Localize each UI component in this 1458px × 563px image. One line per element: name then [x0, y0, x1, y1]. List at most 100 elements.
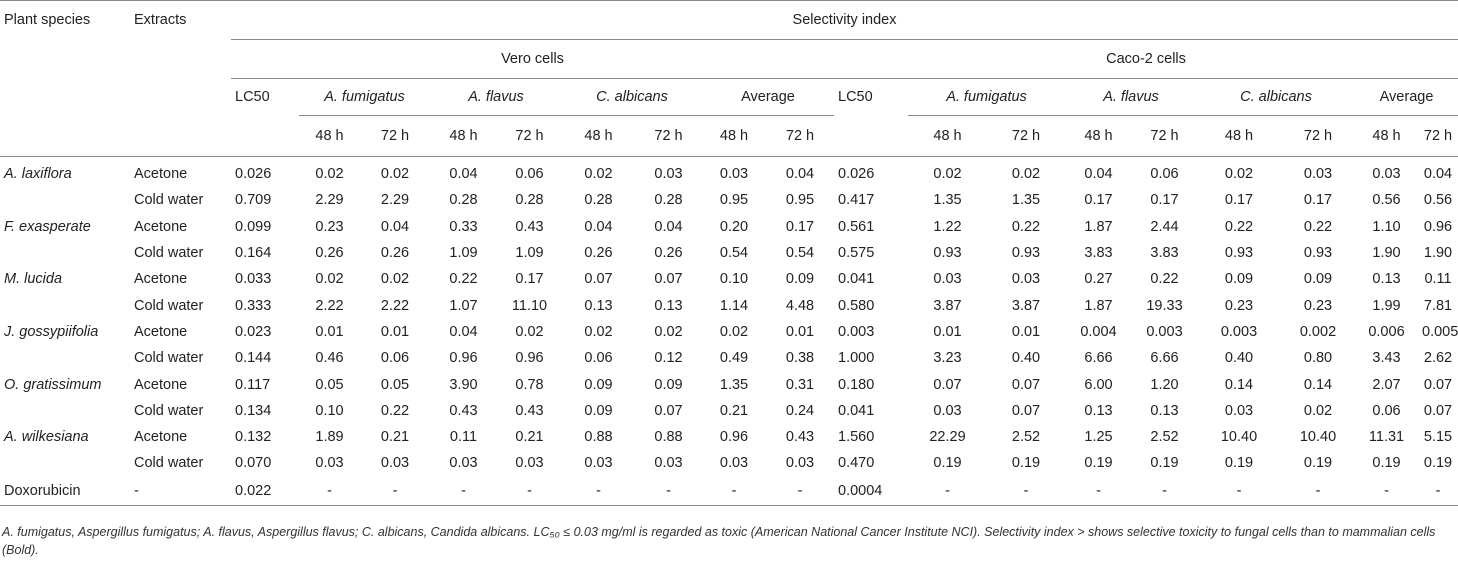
- value-cell: -: [1132, 476, 1197, 506]
- value-cell: 0.09: [584, 376, 613, 393]
- value-cell: 0.78: [515, 376, 544, 393]
- value-cell: 0.07: [654, 402, 683, 419]
- value-cell: 22.29: [929, 429, 966, 446]
- value-cell: 0.06: [584, 350, 613, 367]
- value-cell: 0.13: [1372, 271, 1401, 288]
- value-cell: 0.21: [719, 402, 749, 419]
- value-cell: 0.003: [1220, 323, 1258, 340]
- value-cell: 0.19: [1011, 455, 1041, 472]
- value-cell: 0.02: [584, 166, 613, 183]
- value-cell: 0.01: [785, 323, 815, 340]
- value-cell: 0.26: [315, 245, 344, 262]
- value-cell: 0.04: [654, 218, 683, 235]
- value-cell: 0.03: [933, 271, 962, 288]
- value-cell: -: [497, 476, 562, 506]
- value-cell: 0.23: [1224, 297, 1254, 314]
- extract-cell: Cold water: [134, 455, 204, 472]
- header-72h: 72 h: [497, 115, 562, 157]
- value-cell: 2.52: [1011, 429, 1041, 446]
- value-cell: 0.09: [584, 402, 613, 419]
- value-cell: 0.04: [1423, 166, 1453, 183]
- value-cell: 0.02: [315, 166, 344, 183]
- table-row: A. laxiflora Acetone 0.026 0.02 0.02 0.04 0.06…: [0, 157, 1458, 188]
- value-cell: -: [766, 476, 834, 506]
- plant-species-cell: [0, 398, 130, 424]
- extract-cell: Cold water: [134, 297, 204, 314]
- value-cell: 3.90: [449, 376, 478, 393]
- value-cell: 0.14: [1303, 376, 1333, 393]
- plant-species-cell: J. gossypiifolia: [4, 323, 99, 340]
- header-flavus-caco: A. flavus: [1065, 78, 1197, 116]
- value-cell: 0.17: [1303, 192, 1333, 209]
- lc50-cell: 1.560: [838, 429, 875, 446]
- value-cell: 0.14: [1224, 376, 1254, 393]
- extract-cell: Acetone: [134, 429, 188, 446]
- value-cell: 1.87: [1084, 218, 1113, 235]
- header-flavus-vero: A. flavus: [430, 78, 562, 116]
- header-empty: [130, 115, 231, 157]
- value-cell: 3.87: [933, 297, 962, 314]
- value-cell: 1.89: [315, 429, 344, 446]
- value-cell: 0.26: [584, 245, 613, 262]
- value-cell: 0.22: [380, 402, 410, 419]
- header-48h: 48 h: [1355, 115, 1418, 157]
- value-cell: 0.88: [584, 429, 613, 446]
- lc50-cell: 0.470: [838, 455, 875, 472]
- plant-species-cell: M. lucida: [4, 271, 63, 288]
- value-cell: 0.04: [380, 218, 410, 235]
- value-cell: 0.01: [315, 323, 344, 340]
- value-cell: 0.17: [1084, 192, 1113, 209]
- value-cell: -: [1355, 476, 1418, 506]
- extract-cell: Acetone: [134, 166, 188, 183]
- value-cell: 0.17: [1150, 192, 1179, 209]
- value-cell: 2.52: [1150, 429, 1179, 446]
- value-cell: 1.90: [1423, 245, 1453, 262]
- value-cell: 1.09: [449, 245, 478, 262]
- value-cell: 0.40: [1011, 350, 1041, 367]
- value-cell: 0.28: [654, 192, 683, 209]
- header-albicans-vero: C. albicans: [562, 78, 702, 116]
- lc50-cell: 0.041: [838, 271, 875, 288]
- value-cell: 0.28: [515, 192, 544, 209]
- value-cell: 10.40: [1299, 429, 1337, 446]
- value-cell: 0.05: [380, 376, 410, 393]
- value-cell: 7.81: [1423, 297, 1453, 314]
- value-cell: 0.05: [315, 376, 344, 393]
- header-lc50-spacer: [834, 115, 908, 157]
- value-cell: 0.03: [719, 455, 749, 472]
- lc50-cell: 0.132: [235, 429, 272, 446]
- value-cell: 0.03: [315, 455, 344, 472]
- value-cell: 0.56: [1372, 192, 1401, 209]
- value-cell: 19.33: [1146, 297, 1183, 314]
- value-cell: 0.31: [785, 376, 815, 393]
- value-cell: 0.04: [449, 166, 478, 183]
- value-cell: 0.19: [1423, 455, 1453, 472]
- value-cell: 3.83: [1150, 245, 1179, 262]
- value-cell: 0.01: [1011, 323, 1041, 340]
- value-cell: 0.02: [515, 323, 544, 340]
- lc50-cell: 0.144: [235, 350, 272, 367]
- header-72h: 72 h: [360, 115, 430, 157]
- value-cell: 2.29: [315, 192, 344, 209]
- value-cell: 0.07: [1423, 402, 1453, 419]
- value-cell: -: [430, 476, 497, 506]
- value-cell: 2.22: [380, 297, 410, 314]
- selectivity-table: Plant species Extracts Selectivity index…: [0, 0, 1458, 506]
- value-cell: 0.03: [654, 166, 683, 183]
- value-cell: 0.03: [1303, 166, 1333, 183]
- value-cell: 0.006: [1368, 323, 1405, 340]
- value-cell: 0.17: [1224, 192, 1254, 209]
- value-cell: 3.83: [1084, 245, 1113, 262]
- value-cell: 0.06: [515, 166, 544, 183]
- lc50-cell: 0.417: [838, 192, 875, 209]
- header-48h: 48 h: [1197, 115, 1281, 157]
- value-cell: 0.23: [315, 218, 344, 235]
- plant-species-cell: [0, 187, 130, 213]
- plant-species-cell: [0, 450, 130, 476]
- value-cell: -: [562, 476, 635, 506]
- lc50-cell: 0.099: [235, 218, 272, 235]
- value-cell: 2.62: [1423, 350, 1453, 367]
- value-cell: 0.19: [1084, 455, 1113, 472]
- value-cell: 0.13: [654, 297, 683, 314]
